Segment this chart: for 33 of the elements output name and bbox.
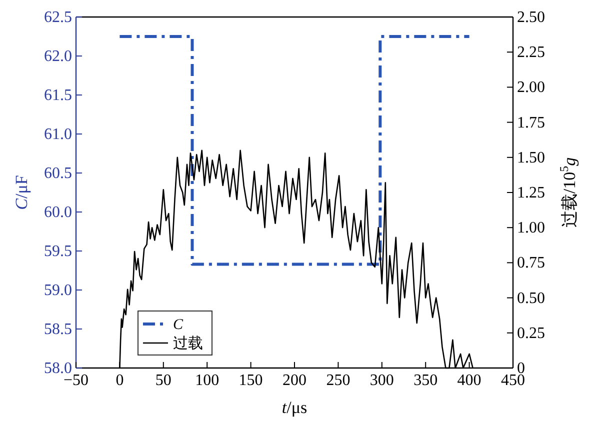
legend-label: 过载: [173, 335, 203, 352]
y2-tick-label: 1.00: [517, 220, 545, 237]
x-tick-label: 350: [414, 372, 438, 389]
y2-tick-label: 1.25: [517, 184, 545, 202]
y2-tick-label: 1.50: [517, 149, 545, 166]
y-tick-label: 58.5: [44, 321, 72, 338]
x-tick-label: 300: [370, 372, 394, 389]
y2-tick-label: 1.75: [517, 114, 545, 132]
y-tick-label: 59.5: [44, 243, 72, 260]
legend-label: C: [173, 317, 184, 333]
x-axis-title: t/μs: [282, 398, 308, 417]
y-tick-label: 60.5: [44, 165, 72, 182]
y-axis-title: C/μF: [12, 175, 31, 210]
y-tick-label: 60.0: [44, 204, 72, 221]
y-tick-label: 62.5: [44, 9, 72, 26]
y2-tick-label: 2.50: [517, 9, 545, 26]
x-tick-label: 250: [326, 372, 350, 389]
x-tick-label: 0: [116, 372, 124, 389]
x-tick-label: 50: [155, 372, 172, 389]
x-tick-label: 150: [238, 372, 263, 389]
y-tick-label: 61.5: [44, 87, 72, 104]
y-tick-label: 62.0: [44, 48, 72, 65]
y2-tick-label: 2.00: [517, 79, 545, 96]
x-tick-label: 200: [282, 372, 306, 389]
y2-tick-label: 0.50: [517, 290, 545, 307]
x-tick-label: 100: [195, 372, 220, 389]
y2-tick-label: 0.25: [517, 324, 545, 342]
x-tick-label: 450: [501, 372, 525, 389]
x-tick-label: 400: [457, 372, 482, 389]
y-tick-label: 61.0: [44, 126, 72, 143]
y-tick-label: 59.0: [44, 282, 72, 299]
y2-tick-label: 2.25: [517, 44, 545, 62]
y2-tick-label: 0.75: [517, 254, 545, 272]
